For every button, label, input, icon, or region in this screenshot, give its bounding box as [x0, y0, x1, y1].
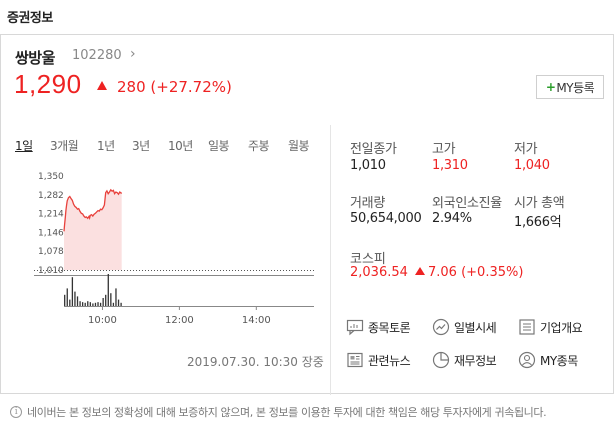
volume-bar — [87, 301, 89, 306]
link-company-overview[interactable]: 기업개요 — [518, 318, 583, 336]
prev-close-value: 1,010 — [350, 158, 386, 173]
low-label: 저가 — [514, 142, 538, 157]
volume-bar — [107, 274, 109, 306]
volume-bar — [66, 288, 68, 306]
user-icon — [518, 351, 536, 369]
volume-bar — [76, 296, 79, 306]
kospi-value: 2,036.54 — [350, 265, 408, 280]
volume-value: 50,654,000 — [350, 211, 422, 226]
up-triangle-icon — [415, 267, 425, 275]
kospi-change: 7.06 (+0.35%) — [415, 265, 523, 280]
volume-bar — [97, 302, 99, 306]
stock-name[interactable]: 쌍방울 — [15, 49, 55, 67]
tab-monthly-candle[interactable]: 월봉 — [288, 139, 310, 153]
tab-weekly-candle[interactable]: 주봉 — [248, 139, 270, 153]
low-value: 1,040 — [514, 158, 550, 173]
link-daily-price[interactable]: 일별시세 — [432, 318, 497, 336]
x-tick-label: 12:00 — [165, 315, 194, 326]
news-icon — [346, 351, 364, 369]
link-company-overview-label: 기업개요 — [540, 320, 583, 335]
list-icon — [518, 318, 536, 336]
volume-bar — [94, 302, 97, 306]
tab-3-months[interactable]: 3개월 — [50, 139, 79, 153]
volume-bar — [89, 302, 91, 306]
price-chart-svg: 1,350 1,282 1,214 1,146 1,078 1,010 10:00 12:00… — [34, 172, 314, 326]
link-financial-info[interactable]: 재무정보 — [432, 351, 497, 369]
trend-icon — [432, 318, 450, 336]
foreign-ratio-label: 외국인소진율 — [432, 196, 502, 211]
stock-code[interactable]: 102280 — [72, 48, 122, 63]
volume-bar — [69, 299, 71, 306]
market-cap-label: 시가 총액 — [514, 196, 565, 211]
plus-icon: + — [545, 80, 556, 94]
discussion-icon — [346, 318, 364, 336]
volume-bar — [84, 302, 86, 306]
kospi-change-text: 7.06 (+0.35%) — [428, 265, 524, 280]
vertical-divider — [330, 125, 331, 395]
tab-3-years[interactable]: 3년 — [132, 139, 150, 153]
section-header: 증권정보 — [0, 0, 614, 34]
link-discussion-label: 종목토론 — [368, 320, 411, 335]
volume-bar — [120, 302, 122, 306]
high-label: 고가 — [432, 142, 456, 157]
volume-bar — [102, 298, 104, 306]
market-cap-value: 1,666억 — [514, 215, 562, 230]
volume-bar — [74, 291, 76, 306]
x-tick-label: 14:00 — [242, 315, 271, 326]
prev-close-label: 전일종가 — [350, 142, 397, 157]
chevron-right-icon[interactable]: › — [130, 46, 136, 62]
price-area — [64, 189, 122, 270]
current-price: 1,290 — [14, 69, 82, 99]
link-daily-price-label: 일별시세 — [454, 320, 497, 335]
info-icon: i — [10, 406, 22, 418]
x-tick-label: 10:00 — [88, 315, 117, 326]
tab-daily-candle[interactable]: 일봉 — [208, 139, 230, 153]
my-register-button[interactable]: + MY등록 — [536, 75, 604, 99]
volume-bar — [110, 293, 112, 306]
price-chart[interactable]: 1,350 1,282 1,214 1,146 1,078 1,010 10:00 12:00… — [14, 170, 314, 370]
price-change: 280 (+27.72%) — [117, 78, 232, 96]
link-financial-info-label: 재무정보 — [454, 353, 497, 368]
link-discussion[interactable]: 종목토론 — [346, 318, 411, 336]
tab-1-day[interactable]: 1일 — [15, 139, 33, 153]
volume-bar — [81, 302, 84, 306]
link-related-news[interactable]: 관련뉴스 — [346, 351, 411, 369]
high-value: 1,310 — [432, 158, 468, 173]
volume-bar — [105, 294, 107, 306]
chart-timestamp: 2019.07.30. 10:30 장중 — [187, 355, 324, 369]
y-tick-label: 1,010 — [38, 266, 64, 276]
disclaimer-text: 네이버는 본 정보의 정확성에 대해 보증하지 않으며, 본 정보를 이용한 투… — [27, 406, 547, 419]
stock-info-card: 쌍방울 102280 › 1,290 280 (+27.72%) + MY등록 … — [0, 34, 614, 395]
y-tick-label: 1,214 — [38, 210, 64, 220]
pie-chart-icon — [432, 351, 450, 369]
y-tick-label: 1,078 — [38, 247, 64, 257]
link-my-stocks[interactable]: MY종목 — [518, 351, 578, 369]
volume-bar — [79, 301, 81, 306]
volume-label: 거래량 — [350, 196, 385, 211]
my-register-label: MY등록 — [556, 80, 595, 95]
up-triangle-icon — [97, 81, 107, 90]
volume-bar — [117, 299, 120, 306]
section-title: 증권정보 — [7, 11, 53, 26]
y-tick-label: 1,146 — [38, 228, 64, 238]
volume-bar — [92, 303, 94, 306]
volume-bar — [115, 288, 117, 306]
y-tick-label: 1,350 — [38, 172, 64, 182]
volume-bar — [71, 277, 74, 306]
link-my-stocks-label: MY종목 — [540, 353, 578, 368]
foreign-ratio-value: 2.94% — [432, 211, 472, 226]
kospi-label: 코스피 — [350, 252, 386, 267]
price-line — [63, 188, 123, 232]
link-related-news-label: 관련뉴스 — [368, 353, 411, 368]
volume-bar — [64, 294, 66, 306]
tab-10-years[interactable]: 10년 — [168, 139, 193, 153]
volume-bar — [99, 302, 102, 306]
volume-bar — [112, 302, 115, 306]
disclaimer: i 네이버는 본 정보의 정확성에 대해 보증하지 않으며, 본 정보를 이용한… — [10, 404, 547, 420]
y-tick-label: 1,282 — [38, 191, 64, 201]
tab-1-year[interactable]: 1년 — [97, 139, 115, 153]
